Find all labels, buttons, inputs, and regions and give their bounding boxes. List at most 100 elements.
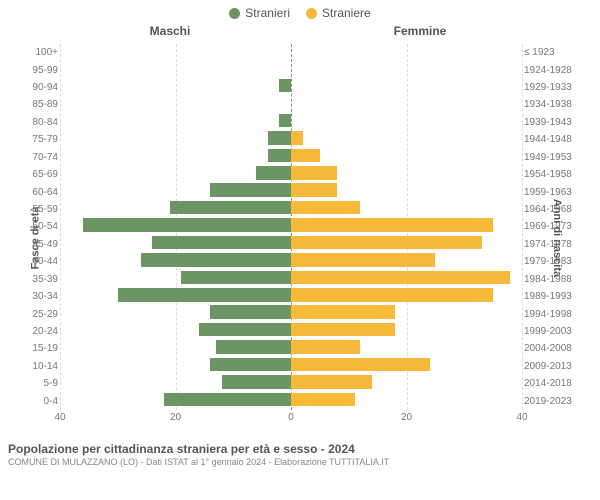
female-half: [291, 166, 522, 183]
female-half: [291, 44, 522, 61]
age-label: 80-84: [18, 117, 58, 128]
male-bar: [268, 149, 291, 163]
pyramid-row: 75-791944-1948: [60, 131, 522, 148]
male-half: [60, 340, 291, 357]
pyramid-row: 50-541969-1973: [60, 218, 522, 235]
age-label: 90-94: [18, 82, 58, 93]
x-tick-label: 20: [170, 412, 181, 423]
pyramid-row: 10-142009-2013: [60, 358, 522, 375]
male-bar: [141, 253, 291, 267]
male-half: [60, 44, 291, 61]
female-bar: [291, 288, 493, 302]
male-half: [60, 236, 291, 253]
pyramid-row: 65-691954-1958: [60, 166, 522, 183]
male-half: [60, 271, 291, 288]
age-label: 20-24: [18, 326, 58, 337]
male-bar: [210, 358, 291, 372]
female-bar: [291, 253, 435, 267]
footer-subtitle: COMUNE DI MULAZZANO (LO) - Dati ISTAT al…: [8, 457, 592, 467]
age-label: 45-49: [18, 239, 58, 250]
birth-year-label: 1954-1958: [524, 169, 584, 180]
birth-year-label: 1989-1993: [524, 291, 584, 302]
birth-year-label: 1949-1953: [524, 152, 584, 163]
male-half: [60, 166, 291, 183]
female-half: [291, 61, 522, 78]
male-half: [60, 61, 291, 78]
female-half: [291, 201, 522, 218]
female-bar: [291, 375, 372, 389]
female-half: [291, 79, 522, 96]
female-bar: [291, 183, 337, 197]
male-half: [60, 201, 291, 218]
legend-female: Straniere: [306, 6, 371, 20]
birth-year-label: 1979-1983: [524, 256, 584, 267]
pyramid-row: 20-241999-2003: [60, 323, 522, 340]
legend-female-swatch: [306, 8, 317, 19]
male-bar: [152, 236, 291, 250]
male-half: [60, 358, 291, 375]
birth-year-label: ≤ 1923: [524, 47, 584, 58]
pyramid-row: 85-891934-1938: [60, 96, 522, 113]
male-half: [60, 253, 291, 270]
female-half: [291, 375, 522, 392]
male-bar: [279, 114, 291, 128]
pyramid-row: 15-192004-2008: [60, 340, 522, 357]
pyramid-row: 5-92014-2018: [60, 375, 522, 392]
male-half: [60, 131, 291, 148]
pyramid-row: 90-941929-1933: [60, 79, 522, 96]
female-half: [291, 149, 522, 166]
female-bar: [291, 166, 337, 180]
pyramid-row: 80-841939-1943: [60, 114, 522, 131]
birth-year-label: 1939-1943: [524, 117, 584, 128]
birth-year-label: 2009-2013: [524, 361, 584, 372]
birth-year-label: 1924-1928: [524, 65, 584, 76]
age-label: 75-79: [18, 134, 58, 145]
age-label: 100+: [18, 47, 58, 58]
age-label: 40-44: [18, 256, 58, 267]
male-bar: [118, 288, 291, 302]
female-bar: [291, 271, 510, 285]
pyramid-row: 40-441979-1983: [60, 253, 522, 270]
female-bar: [291, 149, 320, 163]
male-bar: [279, 79, 291, 93]
x-tick-label: 40: [516, 412, 527, 423]
female-bar: [291, 236, 482, 250]
pyramid-row: 30-341989-1993: [60, 288, 522, 305]
birth-year-label: 2014-2018: [524, 378, 584, 389]
age-label: 60-64: [18, 187, 58, 198]
female-half: [291, 358, 522, 375]
male-bar: [210, 183, 291, 197]
male-bar: [256, 166, 291, 180]
legend-male-label: Stranieri: [245, 6, 290, 20]
birth-year-label: 1969-1973: [524, 221, 584, 232]
male-half: [60, 79, 291, 96]
male-half: [60, 183, 291, 200]
male-half: [60, 218, 291, 235]
female-half: [291, 236, 522, 253]
legend: Stranieri Straniere: [0, 0, 600, 20]
male-bar: [181, 271, 291, 285]
female-bar: [291, 305, 395, 319]
female-half: [291, 218, 522, 235]
legend-female-label: Straniere: [322, 6, 371, 20]
male-bar: [164, 393, 291, 407]
female-half: [291, 131, 522, 148]
female-bar: [291, 358, 430, 372]
birth-year-label: 2019-2023: [524, 396, 584, 407]
male-bar: [222, 375, 291, 389]
age-label: 50-54: [18, 221, 58, 232]
female-bar: [291, 393, 355, 407]
birth-year-label: 1964-1968: [524, 204, 584, 215]
male-half: [60, 114, 291, 131]
female-bar: [291, 323, 395, 337]
x-tick-label: 20: [401, 412, 412, 423]
male-bar: [170, 201, 291, 215]
x-tick-label: 0: [288, 412, 294, 423]
age-label: 65-69: [18, 169, 58, 180]
male-half: [60, 375, 291, 392]
pyramid-row: 25-291994-1998: [60, 305, 522, 322]
female-half: [291, 340, 522, 357]
birth-year-label: 1984-1988: [524, 274, 584, 285]
female-half: [291, 323, 522, 340]
male-bar: [216, 340, 291, 354]
